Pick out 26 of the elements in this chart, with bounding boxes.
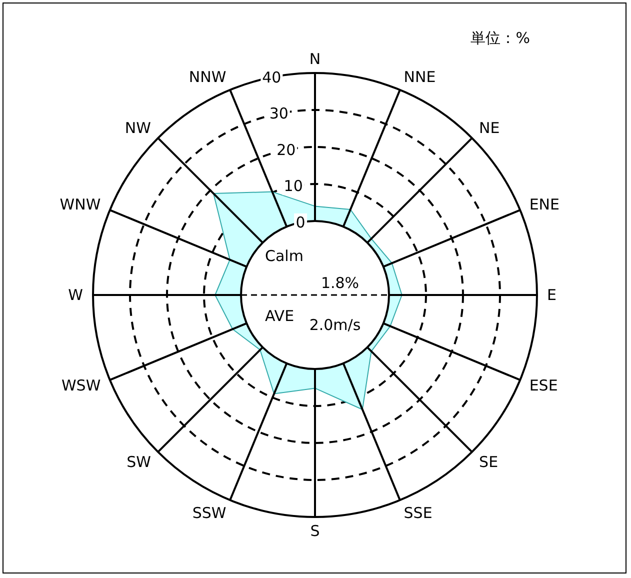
category: SSW <box>192 504 226 522</box>
category: SSE <box>404 504 432 522</box>
category: S <box>310 522 320 540</box>
annotation: AVE <box>265 307 294 325</box>
category: E <box>547 286 556 304</box>
category: WSW <box>61 376 101 394</box>
annotation: 単位：% <box>470 29 530 47</box>
tick: 10 <box>284 177 303 196</box>
category: ESE <box>529 376 558 394</box>
tick: 30 <box>269 104 288 123</box>
tick: 40 <box>262 68 282 86</box>
category: NW <box>124 119 151 138</box>
tick: 20 <box>276 140 296 159</box>
category: N <box>309 50 321 68</box>
annotation: 1.8% <box>320 274 360 292</box>
category: SW <box>126 452 151 471</box>
category: WNW <box>60 196 101 214</box>
tick: 0 <box>296 213 306 232</box>
category: NNE <box>404 68 436 86</box>
category: SE <box>479 452 498 471</box>
category: ENE <box>529 196 560 214</box>
annotation: Calm <box>265 247 304 265</box>
annotation: 2.0m/s <box>309 316 361 334</box>
category: NE <box>479 119 500 138</box>
category: W <box>68 286 83 304</box>
category: NNW <box>188 68 226 86</box>
